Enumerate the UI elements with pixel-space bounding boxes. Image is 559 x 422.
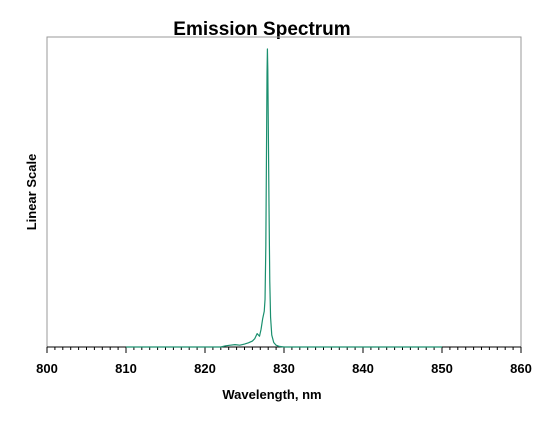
chart-title: Emission Spectrum xyxy=(173,19,350,40)
x-tick-label: 860 xyxy=(510,361,532,376)
plot-area-frame xyxy=(46,36,522,348)
x-tick-label: 840 xyxy=(352,361,374,376)
x-tick-label: 820 xyxy=(194,361,216,376)
x-tick-label: 810 xyxy=(115,361,137,376)
x-tick-label: 800 xyxy=(36,361,58,376)
x-axis-label: Wavelength, nm xyxy=(222,387,321,402)
series-group xyxy=(126,48,442,348)
x-axis-ticks: 800 810 820 830 840 850 860 xyxy=(36,347,532,376)
y-axis-label: Linear Scale xyxy=(24,154,39,231)
spectrum-line xyxy=(126,48,442,348)
x-tick-label: 850 xyxy=(431,361,453,376)
x-tick-label: 830 xyxy=(273,361,295,376)
